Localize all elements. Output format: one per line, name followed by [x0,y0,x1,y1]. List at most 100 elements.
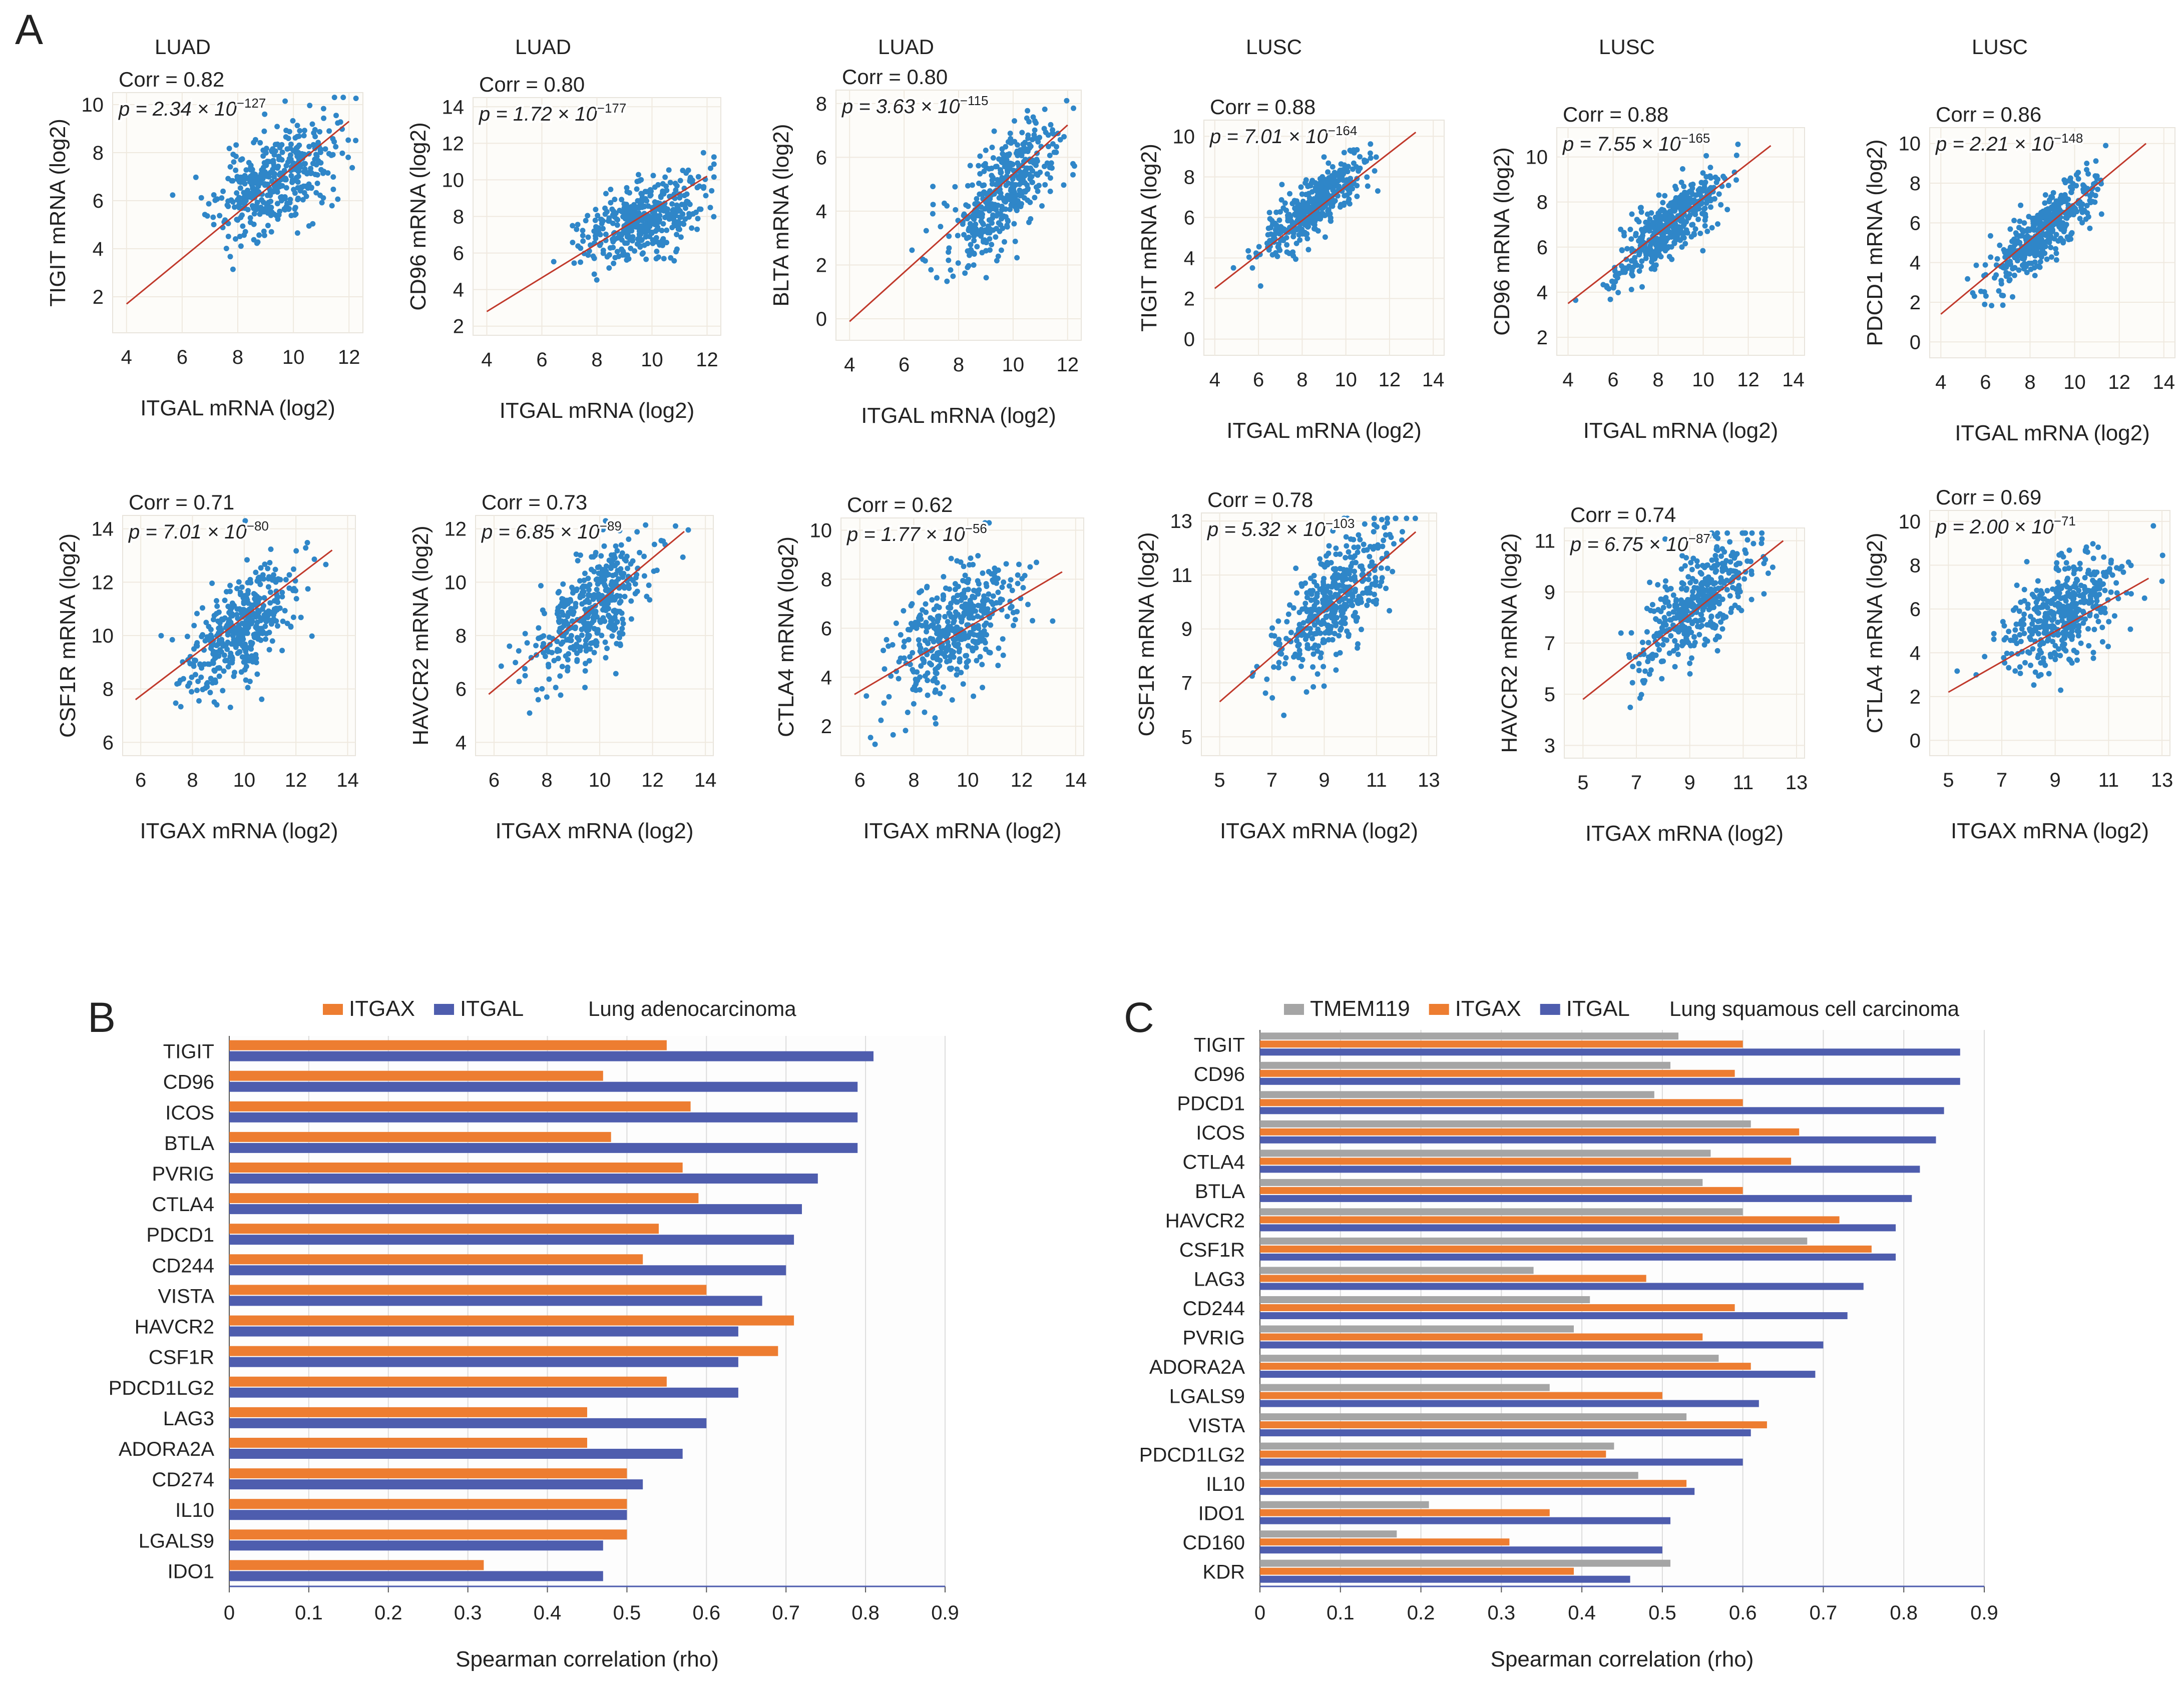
scatter-point [1033,184,1039,190]
x-tick-label: 8 [187,769,198,791]
scatter-point [1678,566,1684,572]
scatter-point [1333,592,1339,598]
scatter-point [934,275,940,281]
scatter-point [1294,217,1300,223]
scatter-point [1304,236,1311,242]
scatter-point [274,593,280,599]
scatter-point [946,643,951,649]
scatter-point [273,589,279,594]
scatter-point [2103,143,2109,149]
scatter-point [1660,642,1666,648]
scatter-point [2011,218,2017,224]
scatter-point [1025,132,1031,138]
scatter-point [1339,607,1345,613]
scatter-point [1366,577,1372,583]
y-tick-label: 9 [1181,619,1192,641]
scatter-point [942,614,948,620]
scatter-point [613,543,619,549]
scatter-point [1320,640,1326,646]
scatter-point [1307,576,1314,582]
scatter-point [1336,178,1342,184]
scatter-point [1032,195,1038,201]
scatter-point [2053,246,2059,252]
scatter-point [620,616,626,622]
scatter-point [1645,640,1651,646]
scatter-point [330,174,336,180]
x-tick-label: 14 [336,769,359,791]
scatter-point [1000,636,1006,642]
scatter-point [2046,197,2052,203]
scatter-point [1374,524,1380,530]
scatter-point [318,167,324,173]
scatter-point [1662,618,1668,624]
scatter-point [967,163,973,169]
x-tick-label: 8 [953,354,964,376]
scatter-point [546,676,552,682]
scatter-point [958,559,964,565]
p-value-exponent: −80 [247,518,269,533]
scatter-point [1636,252,1642,258]
scatter-point [245,685,251,691]
scatter-point [538,583,544,589]
scatter-point [1262,690,1268,696]
scatter-point [298,615,304,621]
scatter-point [1325,169,1331,175]
scatter-point [963,601,968,607]
scatter-point [1286,215,1292,221]
scatter-point [1981,289,1987,295]
scatter-point [2007,226,2013,232]
scatter-point [1368,141,1374,147]
x-tick-label: 14 [694,769,717,791]
scatter-point [568,606,574,612]
scatter-point [1670,609,1676,615]
scatter-point [255,575,261,581]
scatter-point [660,242,666,248]
scatter-point [555,656,561,662]
scatter-point [985,230,991,236]
scatter-point [1315,189,1321,194]
scatter-point [1370,546,1376,552]
scatter-point [990,593,996,599]
scatter-point [2075,170,2081,176]
scatter-point [1707,165,1713,171]
p-value-text: p = 6.85 × 10 [481,521,600,543]
scatter-point [1970,290,1976,296]
scatter-point [574,658,580,664]
scatter-point [2073,183,2079,189]
x-tick-label: 10 [1692,369,1714,391]
scatter-point [634,186,640,192]
scatter-point [989,599,994,605]
scatter-point [2095,186,2101,192]
scatter-point [965,248,971,254]
scatter-point [1330,637,1336,643]
scatter-point [1728,606,1734,612]
scatter-point [1371,515,1377,521]
scatter-point [677,178,683,184]
scatter-point [947,658,953,664]
y-tick-label: 4 [821,667,832,689]
scatter-point [1278,197,1284,203]
scatter-point [295,179,301,185]
scatter-point [1302,580,1308,586]
x-tick-label: 13 [1418,769,1440,791]
scatter-point [1277,247,1283,253]
y-tick-label: 6 [103,732,114,754]
scatter-point [1028,216,1034,222]
scatter-point [259,696,265,702]
scatter-point [995,253,1001,259]
scatter-point [546,634,552,640]
scatter-point [178,704,184,710]
scatter-point [1704,622,1710,628]
scatter-point [1008,136,1014,142]
scatter-point [1019,130,1025,136]
scatter-point [917,687,923,693]
scatter-point [1273,222,1279,228]
scatter-point [288,141,294,147]
scatter-point [1318,655,1324,661]
scatter-point [192,657,197,663]
scatter-point [1672,664,1678,670]
scatter-point [979,634,985,640]
scatter-point [1305,224,1312,229]
scatter-point [1684,608,1690,614]
